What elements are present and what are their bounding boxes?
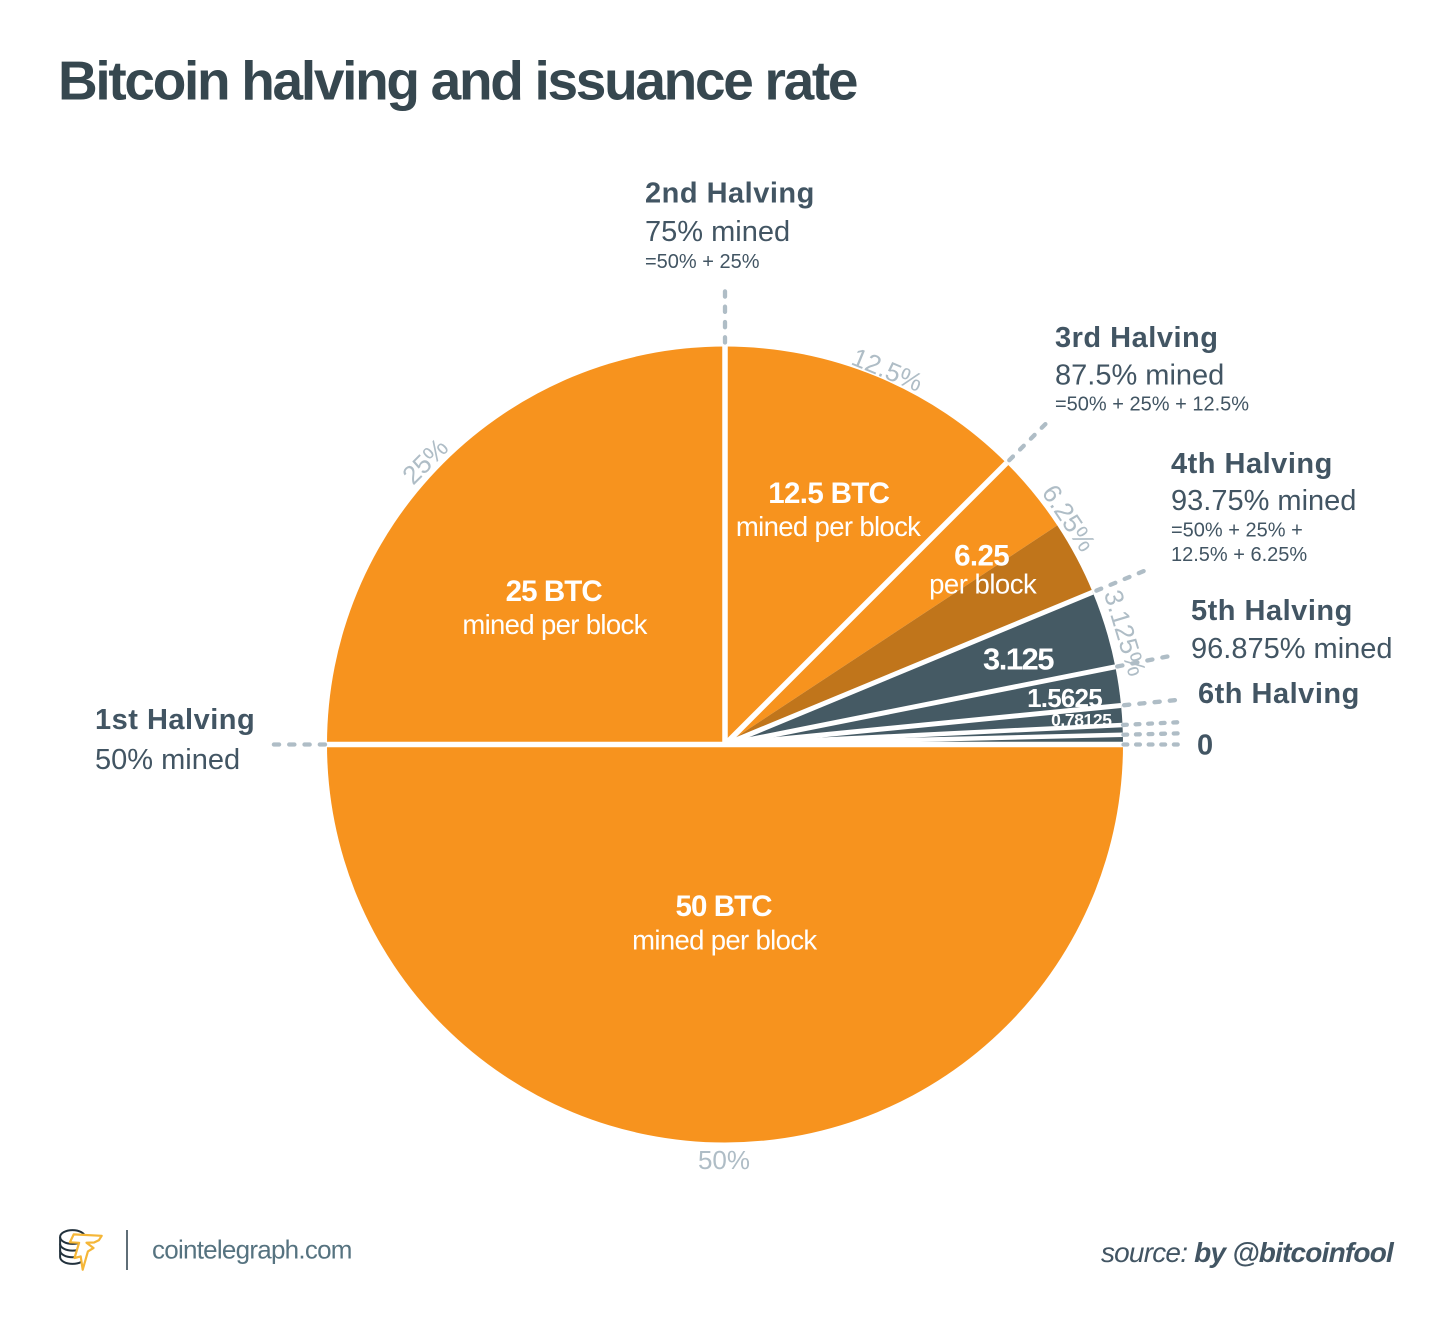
svg-text:1st Halving: 1st Halving (95, 704, 255, 736)
svg-text:=50% + 25%: =50% + 25% (645, 251, 760, 273)
svg-text:=50% + 25% +: =50% + 25% + (1171, 520, 1303, 542)
svg-text:4th Halving: 4th Halving (1171, 448, 1333, 480)
svg-text:50 BTC: 50 BTC (675, 890, 772, 923)
svg-text:96.875% mined: 96.875% mined (1191, 633, 1393, 665)
svg-text:cointelegraph.com: cointelegraph.com (152, 1235, 352, 1265)
svg-text:2nd Halving: 2nd Halving (645, 178, 815, 210)
svg-text:75% mined: 75% mined (645, 216, 790, 248)
svg-text:6th Halving: 6th Halving (1198, 678, 1360, 710)
svg-text:5th Halving: 5th Halving (1191, 595, 1353, 627)
svg-text:0.78125: 0.78125 (1051, 710, 1112, 730)
svg-text:12.5 BTC: 12.5 BTC (768, 477, 889, 510)
svg-text:1.5625: 1.5625 (1027, 683, 1102, 713)
svg-text:6.25: 6.25 (954, 540, 1009, 573)
svg-text:3rd Halving: 3rd Halving (1055, 322, 1218, 354)
svg-text:0: 0 (1197, 730, 1214, 762)
svg-text:=50% + 25% + 12.5%: =50% + 25% + 12.5% (1055, 394, 1249, 416)
svg-text:mined per block: mined per block (736, 511, 921, 542)
svg-text:12.5% + 6.25%: 12.5% + 6.25% (1171, 544, 1307, 566)
svg-text:50%: 50% (698, 1145, 750, 1175)
svg-text:87.5% mined: 87.5% mined (1055, 360, 1224, 392)
svg-text:93.75% mined: 93.75% mined (1171, 485, 1356, 517)
svg-text:Bitcoin halving and issuance r: Bitcoin halving and issuance rate (58, 50, 857, 112)
svg-text:mined per block: mined per block (462, 609, 647, 640)
svg-text:3.125: 3.125 (983, 642, 1054, 677)
svg-text:mined per block: mined per block (632, 925, 817, 956)
svg-text:per block: per block (929, 569, 1037, 600)
svg-text:source: by @bitcoinfool: source: by @bitcoinfool (1101, 1237, 1395, 1268)
svg-text:50% mined: 50% mined (95, 744, 240, 776)
svg-text:25 BTC: 25 BTC (506, 575, 603, 608)
